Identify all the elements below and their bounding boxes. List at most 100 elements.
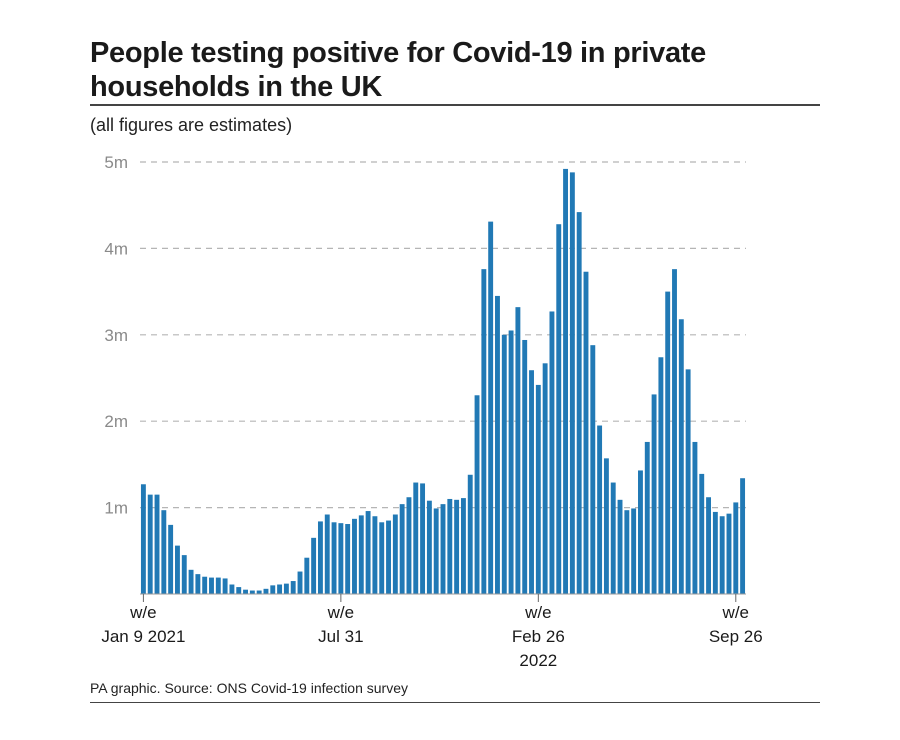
bar [603, 458, 609, 594]
bar [392, 514, 398, 594]
bar [474, 395, 480, 594]
bar [420, 483, 426, 594]
x-tick-label: Jul 31 [318, 627, 363, 646]
bar [440, 504, 446, 594]
bar [569, 172, 575, 594]
y-tick-label: 5m [104, 153, 128, 172]
bar [270, 585, 276, 594]
bar [338, 523, 344, 594]
bar [181, 555, 187, 594]
bar [501, 334, 507, 594]
chart-subtitle: (all figures are estimates) [90, 115, 293, 135]
bar [168, 524, 174, 594]
bar [467, 474, 473, 594]
y-tick-label: 1m [104, 499, 128, 518]
bar [481, 269, 487, 594]
x-tick-label: w/e [129, 603, 156, 622]
bars [140, 168, 746, 595]
source-note: PA graphic. Source: ONS Covid-19 infecti… [90, 680, 409, 696]
bar [556, 224, 562, 594]
bar [202, 576, 208, 594]
bar [256, 590, 262, 594]
bar [740, 478, 746, 594]
x-tick-label: w/e [327, 603, 354, 622]
bar [522, 339, 528, 594]
bar [447, 498, 453, 594]
bar [379, 522, 385, 594]
bar [215, 577, 221, 594]
bar [317, 521, 323, 594]
bar [719, 516, 725, 594]
bar [590, 345, 596, 594]
bar [175, 545, 180, 594]
bar [188, 569, 194, 594]
bar [515, 307, 521, 594]
bar [399, 504, 405, 594]
bar [692, 441, 698, 594]
x-axis-labels: w/e Jan 9 2021 w/e Jul 31 w/e Feb 26 2022 w/e Se… [101, 594, 763, 670]
bar [277, 584, 283, 594]
bar [229, 584, 235, 594]
bar [209, 577, 214, 594]
bar [352, 518, 357, 594]
bar [331, 522, 337, 594]
x-tick-label: Sep 26 [709, 627, 763, 646]
bar [161, 510, 167, 594]
bar [726, 513, 732, 594]
bar [706, 497, 711, 594]
bar [685, 369, 691, 594]
y-axis-labels: 1m 2m 3m 4m 5m [104, 153, 128, 518]
bar [597, 425, 603, 594]
title-divider [90, 104, 820, 106]
bar [488, 221, 494, 594]
bar [631, 508, 637, 594]
y-tick-label: 3m [104, 326, 128, 345]
bar [678, 319, 684, 594]
x-tick-label: w/e [722, 603, 749, 622]
y-tick-label: 4m [104, 239, 128, 258]
bar [413, 482, 419, 594]
x-tick-label: w/e [524, 603, 551, 622]
bar [290, 581, 296, 594]
bar [733, 502, 739, 594]
bar [665, 291, 671, 594]
bar [460, 498, 466, 594]
bar [712, 511, 718, 594]
bar [576, 212, 582, 595]
bar [610, 482, 616, 594]
bar [651, 394, 657, 594]
bar [324, 514, 330, 594]
bar [304, 557, 310, 594]
bar [563, 168, 569, 594]
bottom-divider [90, 702, 820, 703]
bar [243, 589, 248, 594]
bar [658, 357, 664, 594]
bar [529, 370, 534, 594]
bar [222, 578, 228, 594]
chart-title: People testing positive for Covid-19 in … [90, 37, 706, 103]
bar [433, 508, 439, 594]
x-tick-label: Jan 9 2021 [101, 627, 185, 646]
bar [147, 494, 153, 594]
bar [365, 511, 371, 594]
bar [311, 537, 317, 594]
bar [154, 494, 160, 594]
bar [345, 524, 351, 594]
x-tick-label: 2022 [519, 651, 557, 670]
bar [495, 295, 500, 594]
bar [624, 510, 630, 594]
bar [426, 500, 432, 594]
bar [672, 269, 677, 594]
bar [406, 497, 412, 594]
bar [358, 515, 364, 594]
bar [283, 583, 289, 594]
x-tick-label: Feb 26 [512, 627, 565, 646]
y-tick-label: 2m [104, 412, 128, 431]
bar [249, 590, 255, 594]
bar [454, 499, 460, 594]
bar [195, 574, 201, 594]
bar [583, 271, 589, 594]
bar [508, 330, 514, 594]
bar [638, 470, 643, 594]
